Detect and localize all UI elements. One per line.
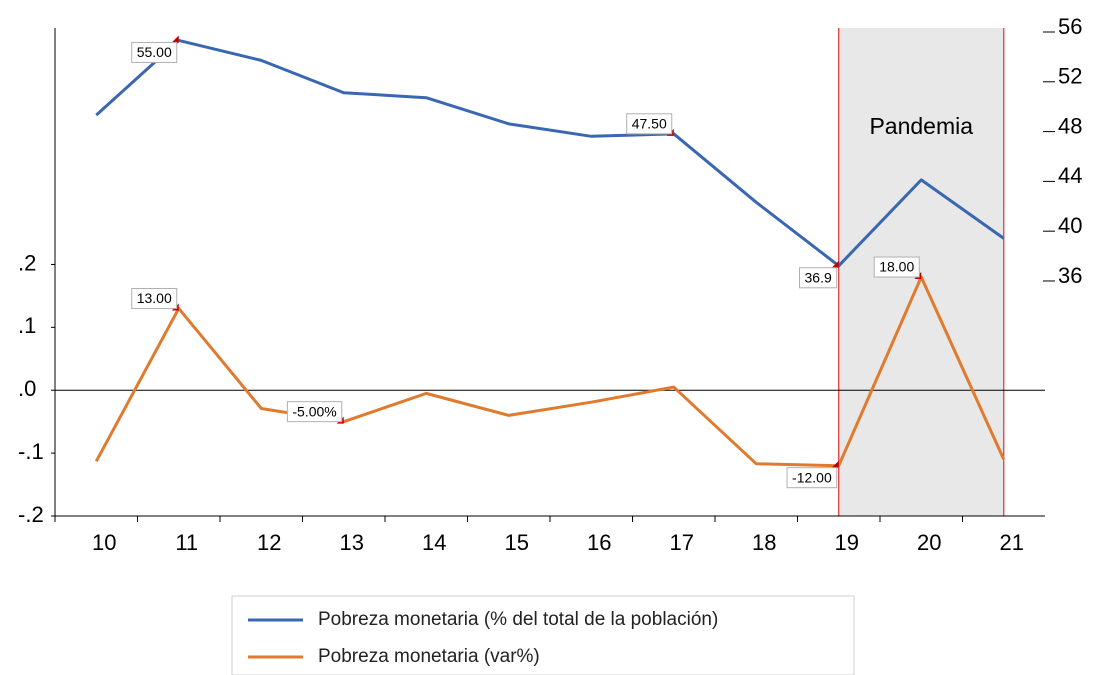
y-tick-label: .0	[18, 376, 36, 401]
y2-tick-label: 52	[1058, 64, 1082, 89]
x-tick-label: 17	[670, 530, 694, 555]
legend-label: Pobreza monetaria (var%)	[318, 646, 540, 667]
series-line	[95, 38, 1005, 268]
value-label-box	[131, 287, 178, 309]
y2-tick-label: 48	[1058, 113, 1082, 138]
value-label-text: -5.00%	[292, 403, 336, 419]
point-marker	[831, 460, 839, 468]
x-tick-label: 12	[257, 530, 281, 555]
x-tick-label: 21	[1000, 530, 1024, 555]
y-tick-label: .1	[18, 313, 36, 338]
value-label-box	[786, 467, 838, 489]
x-tick-label: 19	[835, 530, 859, 555]
legend-box	[231, 595, 855, 675]
x-tick-label: 11	[175, 530, 198, 555]
value-label: -5.00%	[286, 401, 343, 423]
value-label-box	[131, 41, 178, 63]
y2-tick-label: 56	[1058, 14, 1082, 39]
y2-tick-label: 36	[1058, 263, 1082, 288]
value-label-box	[873, 256, 920, 278]
legend: Pobreza monetaria (% del total de la pob…	[231, 595, 855, 675]
x-tick-label: 16	[587, 530, 611, 555]
value-label-text: 36.9	[805, 269, 832, 285]
value-label: 55.00	[131, 41, 178, 63]
highlight-region	[838, 28, 1004, 516]
point-marker	[171, 35, 179, 43]
value-label-box	[799, 267, 838, 289]
x-tick-label: 13	[340, 530, 364, 555]
y-tick-label: -.1	[18, 439, 44, 464]
value-label: 36.9	[799, 267, 838, 289]
value-label: -12.00	[786, 467, 838, 489]
value-label: 47.50	[626, 113, 673, 135]
value-label-text: 18.00	[879, 259, 914, 275]
x-tick-label: 10	[92, 530, 116, 555]
value-label-text: 55.00	[137, 44, 172, 60]
legend-label: Pobreza monetaria (% del total de la pob…	[318, 609, 718, 630]
point-marker	[831, 260, 839, 268]
value-label-text: 13.00	[137, 290, 172, 306]
value-label: 13.00	[131, 287, 178, 309]
x-tick-label: 14	[422, 530, 446, 555]
value-label-text: -12.00	[792, 469, 832, 485]
x-tick-label: 15	[505, 530, 529, 555]
value-label-text: 47.50	[632, 116, 667, 132]
y2-tick-label: 44	[1058, 163, 1082, 188]
y-tick-label: .2	[18, 250, 36, 275]
y-tick-label: -.2	[18, 502, 44, 527]
value-label-box	[626, 113, 673, 135]
highlight-label: Pandemia	[869, 113, 973, 139]
value-label: 18.00	[873, 256, 920, 278]
series-line	[94, 275, 1006, 468]
y2-tick-label: 40	[1058, 213, 1082, 238]
x-tick-label: 18	[752, 530, 776, 555]
value-label-box	[286, 401, 343, 423]
x-tick-label: 20	[917, 530, 941, 555]
